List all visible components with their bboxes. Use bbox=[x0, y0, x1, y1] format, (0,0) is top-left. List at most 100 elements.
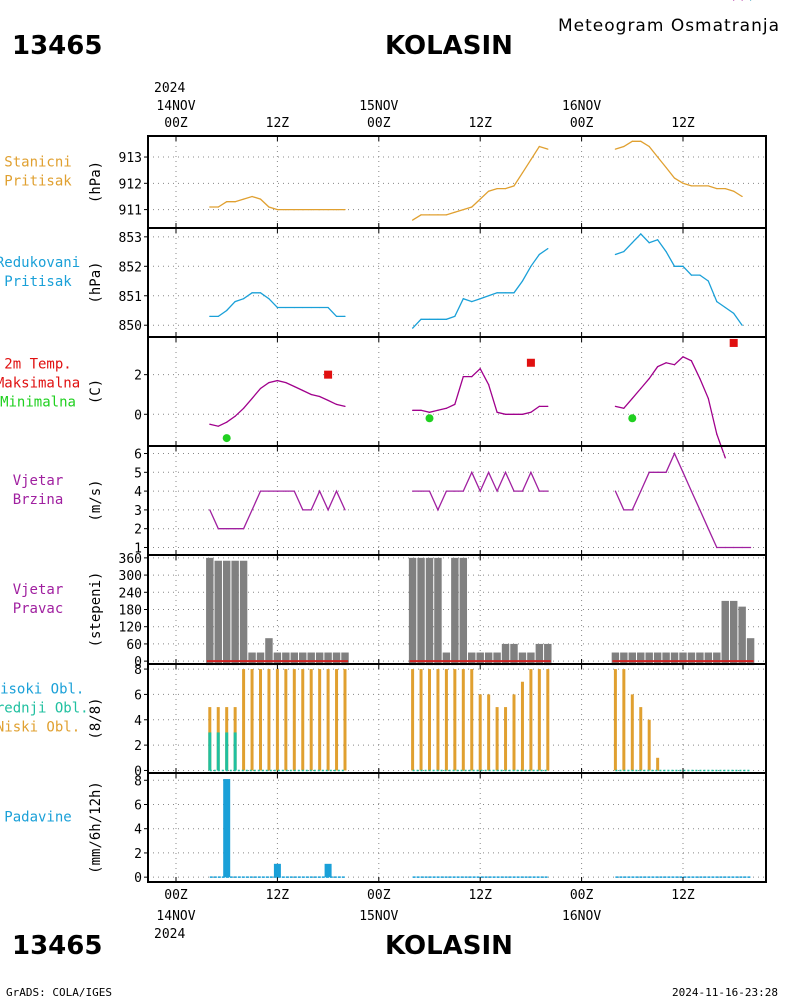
data-point-temperature bbox=[226, 421, 228, 423]
side-label: Vjetar bbox=[13, 582, 64, 598]
data-point-wind_speed bbox=[673, 452, 676, 455]
y-axis-label: (8/8) bbox=[88, 697, 104, 739]
data-point-temperature bbox=[344, 405, 346, 407]
low-cloud-bar bbox=[250, 669, 254, 771]
series-line-reduced_pressure bbox=[615, 232, 743, 326]
top-date-label: 14NOV bbox=[156, 99, 195, 114]
data-point-pressure bbox=[310, 209, 312, 211]
data-point-temperature bbox=[648, 378, 650, 380]
data-point-temperature bbox=[234, 415, 236, 417]
direction-bar bbox=[299, 652, 307, 666]
low-cloud-bar bbox=[656, 757, 660, 771]
data-point-wind_speed bbox=[623, 509, 625, 511]
data-point-pressure bbox=[226, 201, 228, 203]
data-point-temperature bbox=[310, 393, 312, 396]
data-point-wind_speed bbox=[276, 490, 278, 492]
direction-bar bbox=[738, 606, 746, 666]
direction-bar bbox=[535, 643, 544, 666]
data-point-pressure bbox=[530, 159, 532, 161]
data-point-temperature bbox=[479, 368, 481, 370]
data-point-reduced_pressure bbox=[521, 280, 524, 282]
data-point-wind_speed bbox=[733, 546, 735, 549]
low-cloud-bar bbox=[436, 669, 440, 771]
data-point-pressure bbox=[234, 201, 236, 203]
data-point-temperature bbox=[293, 385, 295, 388]
data-point-reduced_pressure bbox=[462, 298, 464, 300]
chart-title: Meteogram Osmatranja bbox=[558, 16, 780, 36]
data-point-wind_speed bbox=[217, 528, 219, 530]
data-point-reduced_pressure bbox=[412, 327, 414, 329]
panel-frame bbox=[147, 663, 767, 774]
direction-bar bbox=[222, 560, 231, 666]
low-cloud-bar bbox=[495, 707, 499, 771]
data-point-reduced_pressure bbox=[496, 292, 498, 294]
tmax-marker bbox=[729, 338, 738, 347]
data-point-pressure bbox=[428, 214, 431, 216]
direction-bar bbox=[239, 560, 248, 666]
data-point-pressure bbox=[521, 172, 524, 174]
data-point-reduced_pressure bbox=[750, 0, 752, 1]
low-cloud-bar bbox=[461, 669, 465, 771]
data-point-reduced_pressure bbox=[234, 301, 236, 303]
data-point-pressure bbox=[724, 187, 726, 190]
data-point-temperature bbox=[420, 409, 422, 411]
top-hour-label: 00Z bbox=[570, 116, 594, 131]
data-point-reduced_pressure bbox=[310, 306, 312, 309]
data-point-reduced_pressure bbox=[690, 274, 693, 276]
data-point-temperature bbox=[521, 413, 524, 415]
precip-bar bbox=[273, 863, 281, 878]
y-axis-label: (C) bbox=[88, 379, 104, 404]
data-point-wind_speed bbox=[243, 528, 245, 530]
direction-bar bbox=[417, 557, 425, 666]
data-point-reduced_pressure bbox=[445, 318, 447, 320]
y-tick-label: 6 bbox=[134, 448, 142, 463]
data-point-temperature bbox=[259, 387, 262, 390]
tmin-marker bbox=[628, 414, 637, 423]
data-point-pressure bbox=[547, 148, 549, 150]
data-point-wind_speed bbox=[682, 471, 684, 473]
data-point-reduced_pressure bbox=[741, 324, 743, 326]
direction-bar bbox=[425, 557, 434, 666]
data-point-reduced_pressure bbox=[471, 301, 473, 303]
y-tick-label: 3 bbox=[134, 504, 142, 519]
low-cloud-bar bbox=[487, 694, 491, 771]
y-axis-label: (hPa) bbox=[88, 161, 104, 203]
direction-bar bbox=[434, 557, 442, 666]
data-point-wind_speed bbox=[750, 546, 752, 549]
low-cloud-bar bbox=[411, 669, 415, 771]
station-id-top: 13465 bbox=[12, 31, 102, 61]
low-cloud-bar bbox=[259, 669, 262, 771]
direction-bar bbox=[679, 652, 687, 666]
panel-wind_speed: 1 2 3 4 5 6 (m/s) Vjetar Brzina bbox=[13, 445, 767, 556]
panel-pressure: 911 912 913 (hPa) Stanicni Pritisak bbox=[4, 0, 767, 229]
direction-bar bbox=[653, 652, 662, 666]
y-axis-label: (m/s) bbox=[88, 479, 104, 521]
data-point-temperature bbox=[733, 0, 735, 1]
data-point-wind_speed bbox=[657, 471, 659, 473]
data-point-reduced_pressure bbox=[724, 306, 726, 309]
direction-bar bbox=[637, 652, 645, 666]
low-cloud-bar bbox=[622, 669, 626, 771]
direction-bar bbox=[628, 652, 637, 666]
data-point-pressure bbox=[716, 187, 718, 190]
direction-bar bbox=[620, 652, 628, 666]
data-point-temperature bbox=[445, 407, 447, 409]
panel-cloud_cover: 0 2 4 6 8 (8/8)Visoki Obl. Srednji Obl. Niski O… bbox=[0, 663, 767, 779]
data-point-wind_speed bbox=[504, 471, 507, 473]
data-point-temperature bbox=[724, 457, 726, 459]
data-point-pressure bbox=[682, 182, 684, 184]
low-cloud-bar bbox=[284, 669, 288, 771]
top-date-label: 15NOV bbox=[359, 99, 398, 114]
direction-bar bbox=[468, 652, 476, 666]
data-point-wind_speed bbox=[724, 546, 726, 549]
panel-wind_direction: 0 60 120 180 240 300 360 (stepeni) Vjetar Pravac bbox=[13, 552, 767, 670]
data-point-wind_speed bbox=[251, 509, 253, 511]
data-point-pressure bbox=[504, 187, 507, 190]
data-point-wind_speed bbox=[226, 528, 228, 530]
data-point-reduced_pressure bbox=[276, 306, 278, 309]
data-point-reduced_pressure bbox=[268, 298, 270, 300]
y-tick-label: 853 bbox=[119, 231, 142, 246]
low-cloud-bar bbox=[292, 669, 296, 771]
y-axis-label: (mm/6h/12h) bbox=[88, 781, 104, 874]
data-point-pressure bbox=[488, 190, 490, 192]
